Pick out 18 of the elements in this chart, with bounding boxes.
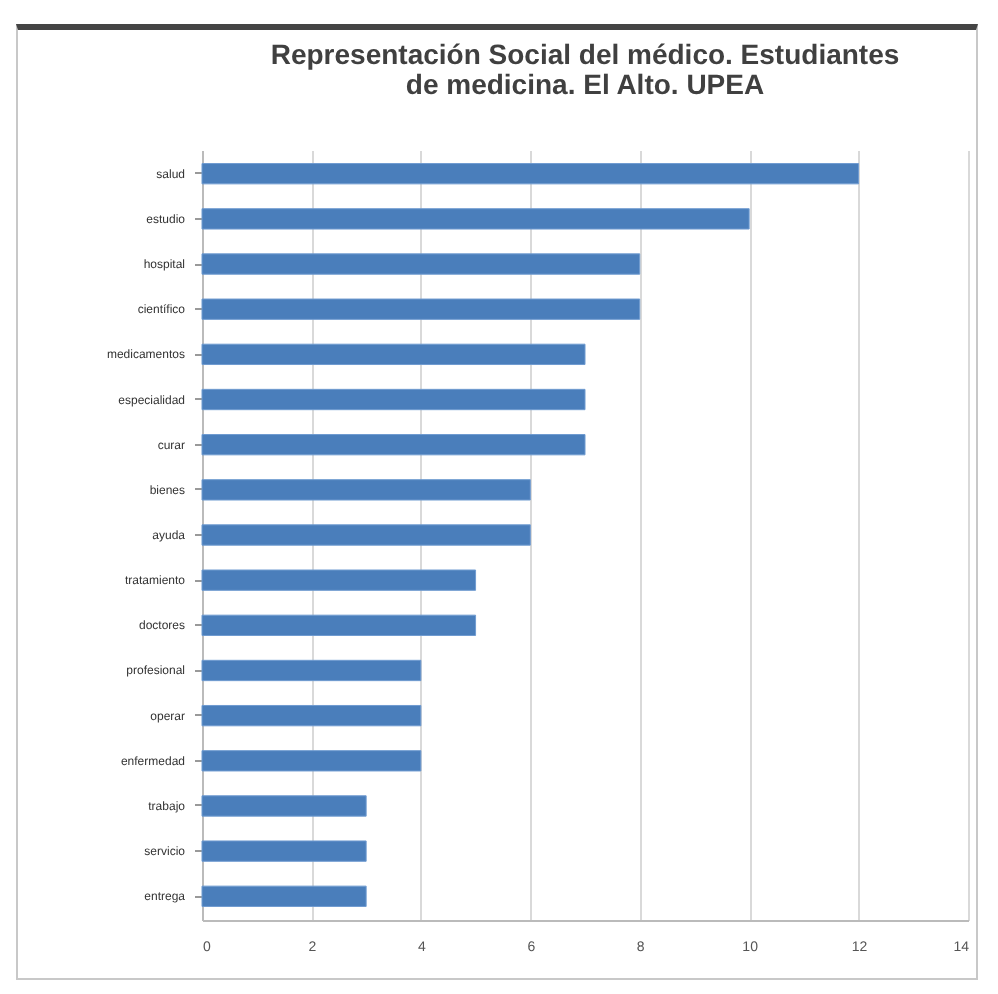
bar — [201, 388, 586, 411]
bar — [201, 795, 367, 817]
bar — [201, 614, 477, 636]
bar — [201, 569, 477, 591]
bar — [201, 840, 367, 862]
bar — [201, 750, 422, 772]
bar — [201, 253, 641, 275]
bar — [201, 885, 367, 907]
bar — [201, 343, 586, 366]
bar — [201, 479, 531, 501]
bar — [201, 163, 860, 185]
chart-title: Representación Social del médico. Estudiantes de medicina. El Alto. UPEA — [270, 38, 900, 100]
bar — [201, 659, 422, 682]
bar — [201, 434, 586, 456]
bar — [201, 298, 641, 320]
bar — [201, 704, 422, 727]
bar — [201, 208, 750, 230]
bar — [201, 524, 531, 546]
